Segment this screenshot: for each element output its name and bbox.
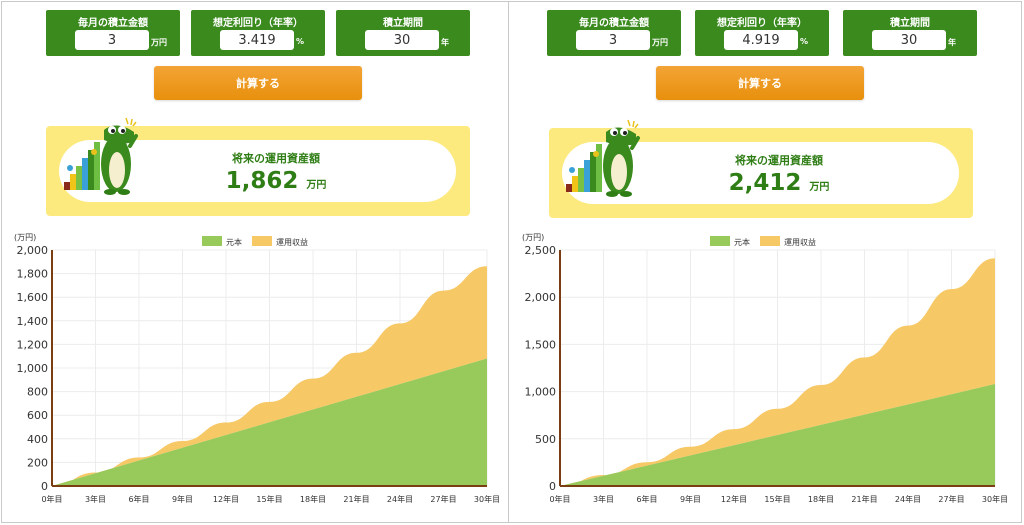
legend-swatch [202,236,222,246]
y-tick-label: 1,200 [17,338,49,351]
result-unit: 万円 [809,182,830,193]
result-unit: 万円 [306,180,327,191]
legend-swatch [252,236,272,246]
y-tick-label: 800 [27,386,48,399]
period-unit: 年 [948,38,956,47]
x-tick-label: 9年目 [172,494,193,504]
rate-field: 想定利回り（年率） % [695,10,829,56]
calculate-button[interactable]: 計算する [154,66,362,100]
result-title: 将来の運用資産額 [735,154,823,167]
period-field: 積立期間 年 [336,10,470,56]
x-tick-label: 6年目 [636,494,657,504]
y-tick-label: 0 [41,480,48,493]
y-axis-unit-label: (万円) [522,233,544,242]
monthly-amount-unit: 万円 [151,38,167,47]
y-tick-label: 400 [27,433,48,446]
y-axis-unit-label: (万円) [14,233,36,242]
asset-chart-1: 0 200 400 600 800 1,000 1,200 1,400 1,600 1,800 2,… [2,228,508,518]
period-input[interactable] [872,30,946,50]
x-tick-label: 24年目 [387,494,413,504]
rate-label: 想定利回り（年率） [717,18,807,29]
result-value: 1,862 [225,168,299,194]
rate-unit: % [296,37,305,46]
x-tick-label: 6年目 [128,494,149,504]
x-tick-label: 0年目 [549,494,570,504]
x-tick-label: 18年目 [300,494,326,504]
result-value: 2,412 [728,170,802,196]
rate-unit: % [800,37,809,46]
x-tick-label: 9年目 [680,494,701,504]
period-unit: 年 [441,38,449,47]
series-gain-area [52,266,487,486]
series-principal-area [52,358,487,486]
simulator-panel-2: 毎月の積立金額 万円 想定利回り（年率） % 積立期間 年 計算する 将来の運用… [510,0,1016,523]
y-tick-label: 2,500 [525,244,557,257]
y-tick-label: 1,600 [17,291,49,304]
period-label: 積立期間 [383,18,423,29]
legend-swatch [760,236,780,246]
crocodile-mascot-icon [64,117,138,195]
x-tick-label: 3年目 [593,494,614,504]
monthly-amount-unit: 万円 [652,38,668,47]
y-tick-label: 600 [27,409,48,422]
period-input[interactable] [365,30,439,50]
legend-swatch [710,236,730,246]
y-tick-label: 1,500 [525,338,557,351]
y-tick-label: 1,400 [17,315,49,328]
x-tick-label: 15年目 [764,494,790,504]
period-field: 積立期間 年 [843,10,977,56]
result-value-row: 2,412 万円 [549,170,973,196]
series-gain-area [560,258,995,486]
calculate-button[interactable]: 計算する [656,66,864,100]
y-tick-label: 1,800 [17,268,49,281]
legend-label: 元本 [734,237,750,247]
legend-label: 運用収益 [276,237,308,247]
period-label: 積立期間 [890,18,930,29]
rate-input[interactable] [220,30,294,50]
crocodile-mascot-icon [566,119,640,197]
x-tick-label: 12年目 [213,494,239,504]
x-tick-label: 12年目 [721,494,747,504]
y-tick-label: 500 [535,433,556,446]
y-tick-label: 1,000 [17,362,49,375]
rate-label: 想定利回り（年率） [213,18,303,29]
asset-area-chart: 0 200 400 600 800 1,000 1,200 1,400 1,600 1,800 2,… [14,233,500,504]
x-tick-label: 21年目 [343,494,369,504]
x-tick-label: 30年目 [982,494,1008,504]
x-tick-label: 27年目 [430,494,456,504]
legend-label: 元本 [226,237,242,247]
monthly-amount-field: 毎月の積立金額 万円 [46,10,180,56]
monthly-amount-field: 毎月の積立金額 万円 [547,10,681,56]
x-tick-label: 27年目 [938,494,964,504]
y-tick-label: 200 [27,456,48,469]
rate-field: 想定利回り（年率） % [191,10,325,56]
monthly-amount-label: 毎月の積立金額 [579,18,649,29]
x-tick-label: 0年目 [41,494,62,504]
x-tick-label: 3年目 [85,494,106,504]
panel-divider [508,1,509,523]
x-tick-label: 21年目 [851,494,877,504]
monthly-amount-input[interactable] [576,30,650,50]
monthly-amount-label: 毎月の積立金額 [78,18,148,29]
y-tick-label: 2,000 [525,291,557,304]
y-tick-label: 1,000 [525,386,557,399]
result-value-row: 1,862 万円 [46,168,470,194]
y-tick-label: 0 [549,480,556,493]
rate-input[interactable] [724,30,798,50]
y-tick-label: 2,000 [17,244,49,257]
monthly-amount-input[interactable] [75,30,149,50]
legend-label: 運用収益 [784,237,816,247]
asset-chart-2: 0 500 1,000 1,500 2,000 2,500 0年目 3年目 6年目 9年目 12年目… [510,228,1016,518]
simulator-panel-1: 毎月の積立金額 万円 想定利回り（年率） % 積立期間 年 計算する 将来の運用… [2,0,508,523]
x-tick-label: 30年目 [474,494,500,504]
asset-area-chart: 0 500 1,000 1,500 2,000 2,500 0年目 3年目 6年目 9年目 12年目… [522,233,1008,504]
x-tick-label: 18年目 [808,494,834,504]
x-tick-label: 24年目 [895,494,921,504]
x-tick-label: 15年目 [256,494,282,504]
result-title: 将来の運用資産額 [232,152,320,165]
